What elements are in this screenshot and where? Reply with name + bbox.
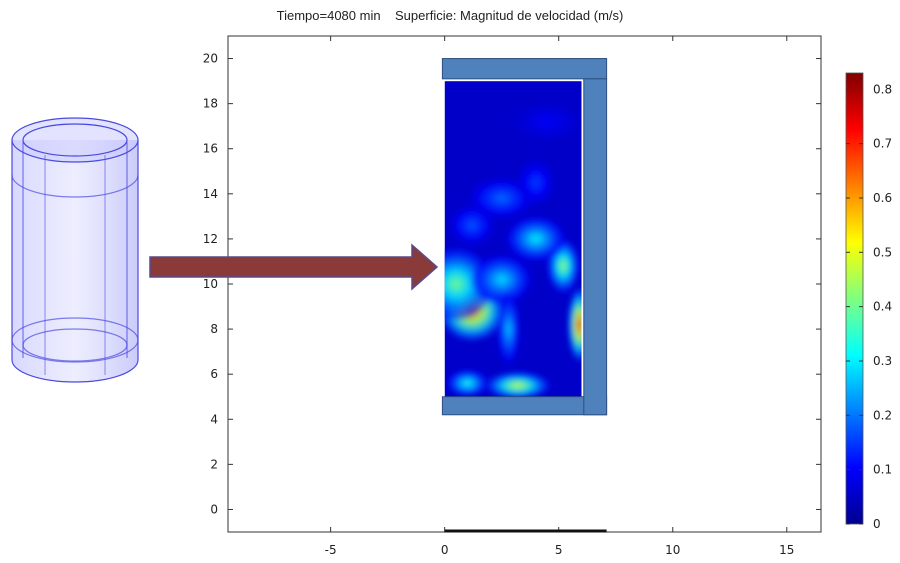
heatmap-blobs (444, 103, 582, 397)
y-tick-label: 18 (203, 97, 218, 111)
heatmap-blob (464, 380, 471, 386)
y-tick-label: 16 (203, 142, 218, 156)
x-tick-label: 0 (441, 543, 449, 557)
y-tick-label: 12 (203, 232, 218, 246)
cylinder-icon (11, 117, 139, 383)
title-time: Tiempo=4080 min (276, 8, 381, 23)
y-tick-label: 6 (210, 367, 218, 381)
y-tick-label: 20 (203, 52, 218, 66)
heatmap-blob (532, 178, 539, 187)
axis-ticks: -5 0 5 10 15 0 2 4 6 8 10 12 14 16 18 20 (203, 36, 821, 557)
flow-arrow (149, 243, 439, 291)
heatmap-blob (506, 323, 511, 336)
y-tick-label: 10 (203, 277, 218, 291)
y-tick-label: 2 (210, 457, 218, 471)
right-wall (583, 78, 608, 416)
heatmap-blob (496, 275, 507, 284)
heatmap-blob (449, 277, 463, 291)
colorbar-tick-label: 0.4 (873, 300, 892, 314)
colorbar-tick-label: 0.5 (873, 245, 892, 259)
container-walls (441, 58, 608, 416)
velocity-heatmap (444, 81, 582, 397)
title-surface: Superficie: Magnitud de velocidad (m/s) (395, 8, 624, 23)
colorbar-ticks: 0 0.1 0.2 0.3 0.4 0.5 0.6 0.7 0.8 (846, 82, 892, 531)
colorbar-tick-label: 0 (873, 517, 881, 531)
x-tick-label: 5 (555, 543, 563, 557)
colorbar-tick-label: 0.1 (873, 463, 892, 477)
top-wall (441, 58, 608, 80)
colorbar (845, 72, 864, 525)
y-tick-label: 14 (203, 187, 218, 201)
colorbar-tick-label: 0.3 (873, 354, 892, 368)
colorbar-tick-label: 0.8 (873, 82, 892, 96)
heatmap-blob (512, 383, 523, 388)
colorbar-tick-label: 0.7 (873, 137, 892, 151)
heatmap-blob (577, 318, 582, 331)
y-tick-label: 0 (210, 502, 218, 516)
heatmap-blob (530, 235, 541, 243)
heatmap-blob (541, 118, 554, 125)
y-tick-label: 8 (210, 322, 218, 336)
x-tick-label: -5 (325, 543, 337, 557)
x-tick-label: 15 (779, 543, 794, 557)
colorbar-tick-label: 0.2 (873, 408, 892, 422)
x-tick-label: 10 (665, 543, 680, 557)
heatmap-field (444, 81, 582, 397)
bottom-wall (441, 396, 608, 416)
chart-title: Tiempo=4080 min Superficie: Magnitud de … (0, 8, 900, 23)
colorbar-tick-label: 0.6 (873, 191, 892, 205)
y-tick-label: 4 (210, 412, 218, 426)
heatmap-blob (560, 261, 566, 271)
heatmap-blob (468, 222, 476, 229)
heatmap-blob (496, 194, 508, 202)
